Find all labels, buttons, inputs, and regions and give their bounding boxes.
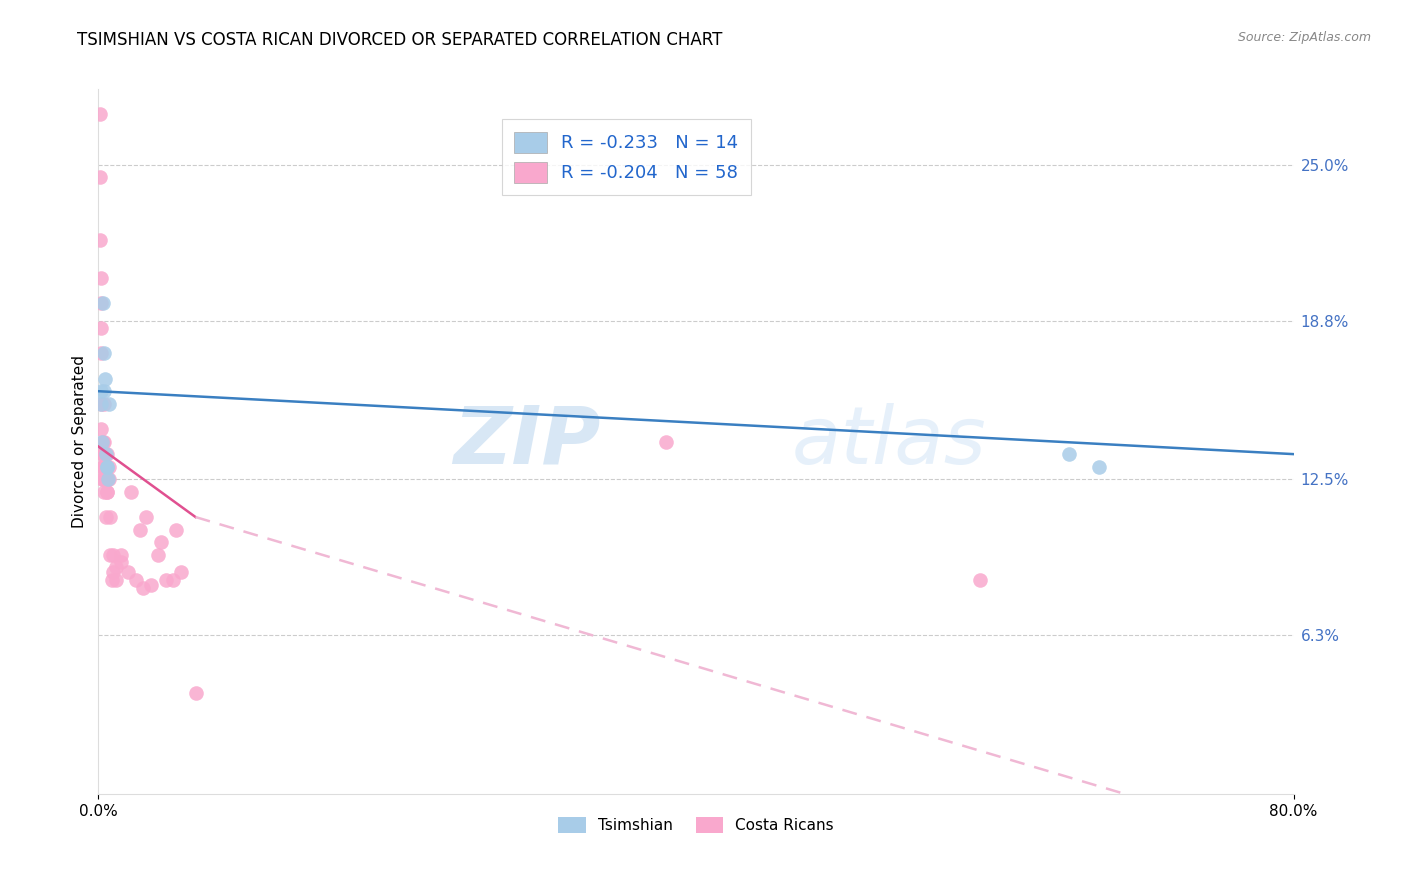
Point [89, 107, 111, 121]
Point [90, 397, 112, 411]
Point [135, 510, 157, 524]
Point [969, 573, 991, 587]
Point [101, 573, 124, 587]
Point [91, 472, 114, 486]
Point [91, 459, 114, 474]
Point [1088, 459, 1111, 474]
Point [90, 296, 112, 310]
Point [129, 523, 152, 537]
Point [103, 548, 125, 562]
Point [96, 459, 118, 474]
Point [97, 472, 120, 486]
Point [93, 434, 115, 449]
Point [90, 397, 112, 411]
Point [1059, 447, 1081, 461]
Point [96, 484, 118, 499]
Point [93, 384, 115, 399]
Point [94, 371, 117, 385]
Point [98, 510, 122, 524]
Point [91, 459, 114, 474]
Point [93, 459, 115, 474]
Point [89, 170, 111, 185]
Point [655, 434, 678, 449]
Point [94, 447, 117, 461]
Point [94, 472, 117, 486]
Point [91, 434, 114, 449]
Point [110, 555, 132, 569]
Point [93, 459, 115, 474]
Point [94, 447, 117, 461]
Text: atlas: atlas [792, 402, 987, 481]
Point [96, 484, 118, 499]
Point [90, 346, 112, 360]
Point [96, 472, 118, 486]
Point [155, 573, 177, 587]
Point [94, 472, 117, 486]
Point [96, 459, 118, 474]
Point [184, 686, 207, 700]
Point [91, 434, 114, 449]
Text: TSIMSHIAN VS COSTA RICAN DIVORCED OR SEPARATED CORRELATION CHART: TSIMSHIAN VS COSTA RICAN DIVORCED OR SEP… [77, 31, 723, 49]
Point [120, 484, 142, 499]
Point [91, 472, 114, 486]
Point [132, 581, 155, 595]
Point [94, 510, 117, 524]
Point [150, 535, 173, 549]
Point [90, 271, 112, 285]
Point [125, 573, 148, 587]
Point [97, 472, 120, 486]
Point [93, 484, 115, 499]
Point [94, 459, 117, 474]
Point [105, 573, 128, 587]
Point [91, 447, 114, 461]
Point [169, 566, 191, 580]
Legend: Tsimshian, Costa Ricans: Tsimshian, Costa Ricans [548, 808, 844, 843]
Point [97, 397, 120, 411]
Point [103, 566, 125, 580]
Point [96, 447, 118, 461]
Point [91, 296, 114, 310]
Text: ZIP: ZIP [453, 402, 600, 481]
Point [105, 560, 128, 574]
Point [97, 459, 120, 474]
Point [93, 397, 115, 411]
Point [117, 566, 139, 580]
Point [93, 346, 115, 360]
Point [98, 548, 122, 562]
Point [90, 384, 112, 399]
Point [90, 422, 112, 436]
Point [165, 523, 187, 537]
Point [93, 447, 115, 461]
Point [90, 321, 112, 335]
Point [89, 233, 111, 247]
Point [91, 447, 114, 461]
Point [162, 573, 184, 587]
Text: Source: ZipAtlas.com: Source: ZipAtlas.com [1237, 31, 1371, 45]
Point [110, 548, 132, 562]
Point [139, 578, 162, 592]
Point [148, 548, 170, 562]
Y-axis label: Divorced or Separated: Divorced or Separated [72, 355, 87, 528]
